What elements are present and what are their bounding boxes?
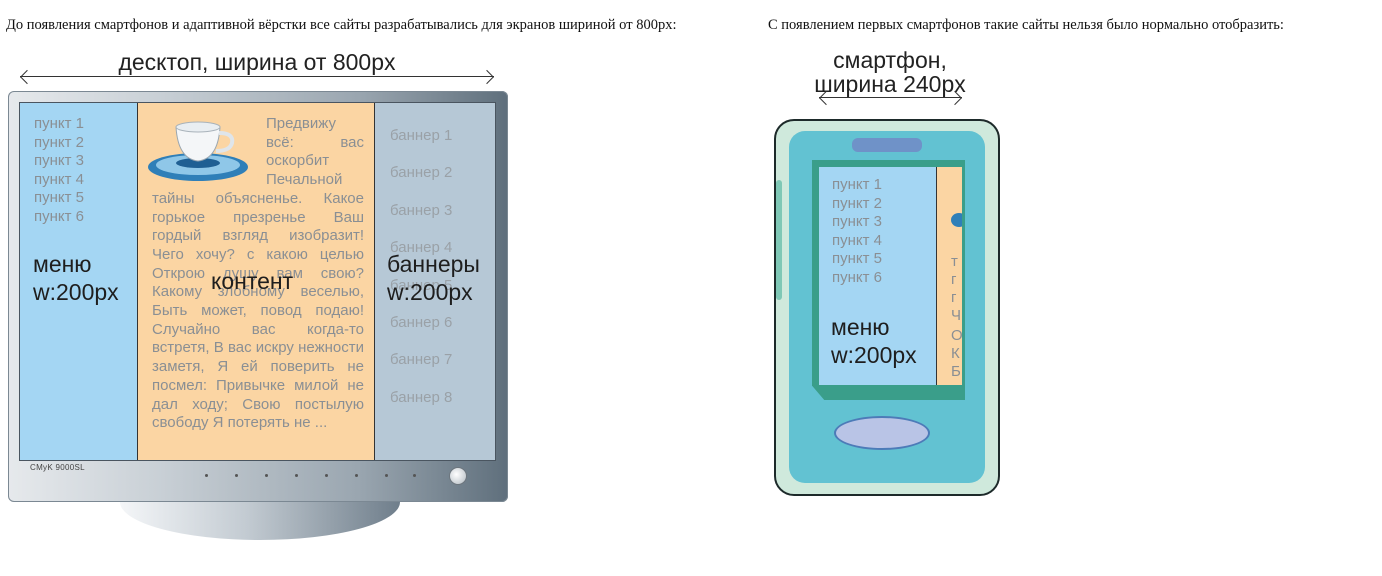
banner-item: баннер 2 bbox=[390, 164, 453, 182]
phone-screen: пункт 1 пункт 2 пункт 3 пункт 4 пункт 5 … bbox=[819, 167, 962, 385]
caption-desktop: До появления смартфонов и адаптивной вёр… bbox=[6, 17, 677, 33]
menu-item: пункт 5 bbox=[34, 189, 85, 207]
monitor-indicator-dot bbox=[413, 474, 416, 477]
banner-list: баннер 1 баннер 2 баннер 3 баннер 4 банн… bbox=[390, 117, 452, 416]
banner-item: баннер 7 bbox=[390, 351, 453, 369]
content-fragment: К bbox=[951, 345, 960, 362]
monitor-indicator-dot bbox=[325, 474, 328, 477]
monitor-power-button-icon bbox=[449, 467, 467, 485]
menu-item: пункт 3 bbox=[34, 152, 85, 170]
banner-item: баннер 1 bbox=[390, 127, 453, 144]
menu-item: пункт 4 bbox=[832, 231, 883, 249]
monitor-indicator-dot bbox=[355, 474, 358, 477]
content-fragment: г bbox=[951, 271, 957, 288]
monitor-indicator-dot bbox=[265, 474, 268, 477]
phone-width-label: смартфон, ширина 240px bbox=[800, 48, 980, 96]
menu-label-line-2: w:200px bbox=[33, 279, 119, 305]
content-fragment: т bbox=[951, 253, 958, 270]
phone-menu-column: пункт 1 пункт 2 пункт 3 пункт 4 пункт 5 … bbox=[819, 167, 937, 385]
banner-item: баннер 3 bbox=[390, 201, 453, 219]
banner-item: баннер 8 bbox=[390, 388, 453, 406]
monitor-brand-logo: CMyK 9000SL bbox=[30, 463, 85, 472]
phone-menu-label: меню w:200px bbox=[831, 313, 917, 369]
monitor-indicator-dot bbox=[385, 474, 388, 477]
menu-item: пункт 2 bbox=[832, 194, 883, 212]
caption-smartphone: С появлением первых смартфонов такие сай… bbox=[768, 17, 1284, 33]
banner-item: баннер 4 bbox=[390, 239, 453, 257]
menu-item: пункт 6 bbox=[832, 268, 883, 286]
banners-label-line-2: w:200px bbox=[387, 279, 473, 305]
desktop-width-label: десктоп, ширина от 800px bbox=[118, 49, 396, 75]
phone-width-arrow bbox=[819, 97, 962, 98]
phone-side-highlight bbox=[776, 180, 782, 300]
desktop-menu-items: пункт 1 пункт 2 пункт 3 пункт 4 пункт 5 … bbox=[34, 115, 84, 227]
menu-item: пункт 1 bbox=[34, 115, 85, 132]
content-paragraph: Предвижу всё: вас оскорбит Печальной тай… bbox=[152, 115, 364, 432]
content-fragment: Ч bbox=[951, 307, 961, 324]
banner-item: баннер 5 bbox=[390, 276, 453, 294]
teacup-icon bbox=[148, 121, 248, 181]
monitor-stand bbox=[120, 500, 400, 540]
desktop-menu-column: пункт 1 пункт 2 пункт 3 пункт 4 пункт 5 … bbox=[20, 103, 138, 460]
phone-content-column: т г г Ч О К Б bbox=[937, 167, 962, 385]
banners-label-line-1: баннеры bbox=[387, 251, 480, 277]
content-fragment: Б bbox=[951, 363, 961, 380]
menu-item: пункт 6 bbox=[34, 207, 85, 225]
menu-label-line-1: меню bbox=[831, 314, 890, 340]
desktop-width-arrow bbox=[20, 76, 494, 77]
banner-item: баннер 6 bbox=[390, 314, 453, 332]
phone-menu-items: пункт 1 пункт 2 пункт 3 пункт 4 пункт 5 … bbox=[832, 176, 882, 288]
monitor-indicator-dot bbox=[235, 474, 238, 477]
menu-label-line-1: меню bbox=[33, 251, 92, 277]
desktop-content-label: контент bbox=[211, 268, 294, 294]
monitor-indicator-dot bbox=[205, 474, 208, 477]
menu-item: пункт 1 bbox=[832, 176, 883, 193]
desktop-menu-label: меню w:200px bbox=[33, 250, 119, 306]
phone-speaker-icon bbox=[852, 138, 922, 152]
monitor-screen: пункт 1 пункт 2 пункт 3 пункт 4 пункт 5 … bbox=[19, 102, 496, 461]
monitor-indicator-dot bbox=[295, 474, 298, 477]
phone-width-label-line-1: смартфон, bbox=[833, 47, 947, 73]
menu-item: пункт 5 bbox=[832, 250, 883, 268]
menu-label-line-2: w:200px bbox=[831, 342, 917, 368]
teacup-fragment-icon bbox=[951, 213, 962, 227]
desktop-content-column: Предвижу всё: вас оскорбит Печальной тай… bbox=[138, 103, 375, 460]
content-text: Предвижу всё: вас оскорбит Печальной тай… bbox=[148, 115, 364, 433]
content-fragment: О bbox=[951, 327, 962, 344]
menu-item: пункт 4 bbox=[34, 170, 85, 188]
phone-width-label-line-2: ширина 240px bbox=[814, 71, 966, 97]
content-fragment: г bbox=[951, 289, 957, 306]
phone-home-button-icon bbox=[834, 416, 930, 450]
menu-item: пункт 3 bbox=[832, 213, 883, 231]
desktop-banners-label: баннеры w:200px bbox=[387, 250, 480, 306]
menu-item: пункт 2 bbox=[34, 133, 85, 151]
desktop-banners-column: баннер 1 баннер 2 баннер 3 баннер 4 банн… bbox=[375, 103, 495, 460]
